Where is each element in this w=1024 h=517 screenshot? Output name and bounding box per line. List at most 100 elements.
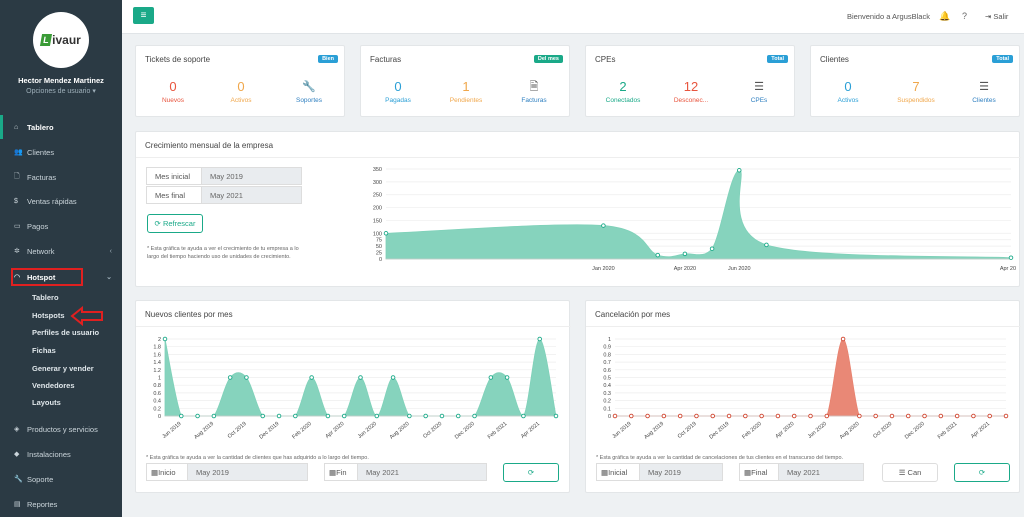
nav-productos[interactable]: ◈ Productos y servicios	[14, 424, 98, 434]
data-point[interactable]	[472, 413, 477, 419]
nav-hotspot[interactable]: ◠ Hotspot ⌄	[14, 272, 112, 282]
data-point[interactable]	[456, 413, 461, 419]
data-point[interactable]	[775, 413, 781, 419]
data-point[interactable]	[629, 413, 634, 419]
start-date-field[interactable]: ▦Inicio May 2019	[146, 463, 308, 481]
data-point[interactable]	[423, 413, 428, 419]
data-point[interactable]	[309, 375, 314, 380]
data-point[interactable]	[971, 413, 976, 419]
data-point[interactable]	[682, 251, 688, 257]
nav-pagos[interactable]: ▭ Pagos	[14, 221, 49, 231]
data-point[interactable]	[383, 231, 389, 236]
file-icon: 🗎	[529, 81, 539, 93]
data-point[interactable]	[358, 375, 363, 380]
data-point[interactable]	[922, 413, 927, 419]
data-point[interactable]	[537, 336, 542, 342]
data-point[interactable]	[504, 375, 510, 380]
nav-network[interactable]: ✲ Network ‹	[14, 246, 112, 256]
subnav-layouts[interactable]: Layouts	[32, 398, 61, 407]
data-point[interactable]	[677, 413, 683, 419]
data-point[interactable]	[211, 413, 217, 419]
data-point[interactable]	[726, 413, 732, 419]
data-point[interactable]	[1003, 413, 1009, 419]
start-month-field[interactable]: Mes inicial May 2019	[146, 167, 302, 185]
help-icon[interactable]: ?	[962, 11, 968, 21]
data-point[interactable]	[390, 375, 396, 380]
data-point[interactable]	[645, 413, 650, 419]
user-options-menu[interactable]: Opciones de usuario ▾	[26, 88, 96, 95]
data-point[interactable]	[840, 336, 846, 342]
data-point[interactable]	[260, 413, 265, 419]
refresh-icon: ⟳	[527, 468, 535, 477]
data-point[interactable]	[938, 413, 944, 419]
nav-soporte[interactable]: 🔧 Soporte	[14, 474, 54, 484]
data-point[interactable]	[612, 413, 618, 419]
subnav-generar[interactable]: Generar y vender	[32, 364, 94, 373]
data-point[interactable]	[694, 413, 699, 419]
subnav-tablero[interactable]: Tablero	[32, 293, 59, 302]
stat-item[interactable]: 🔧 Soportes	[274, 80, 344, 104]
data-point[interactable]	[341, 413, 347, 419]
bell-icon[interactable]: 🔔	[939, 11, 951, 21]
data-point[interactable]	[709, 246, 715, 251]
data-point[interactable]	[764, 242, 769, 248]
nav-instalaciones[interactable]: ◆ Instalaciones	[14, 449, 71, 459]
stat-item[interactable]: ☰ Clientes	[949, 80, 1019, 104]
menu-toggle-button[interactable]: ≡	[133, 7, 154, 24]
data-point[interactable]	[857, 413, 862, 419]
data-point[interactable]	[374, 413, 380, 419]
stat-item[interactable]: 🗎 Facturas	[499, 80, 569, 104]
data-point[interactable]	[439, 413, 445, 419]
y-tick-label: 0.4	[153, 399, 161, 405]
data-point[interactable]	[244, 375, 249, 380]
data-point[interactable]	[743, 413, 748, 419]
data-point[interactable]	[889, 413, 895, 419]
data-point[interactable]	[987, 413, 992, 419]
end-date-field[interactable]: ▦Final May 2021	[739, 463, 864, 481]
data-point[interactable]	[227, 375, 233, 380]
data-point[interactable]	[954, 413, 960, 419]
data-point[interactable]	[824, 413, 830, 419]
data-point[interactable]	[195, 413, 200, 419]
data-point[interactable]	[655, 252, 660, 258]
can-button[interactable]: ☰ Can	[882, 463, 938, 482]
data-point[interactable]	[276, 413, 282, 419]
data-point[interactable]	[162, 336, 168, 342]
data-point[interactable]	[601, 223, 606, 228]
data-point[interactable]	[521, 413, 526, 419]
nav-ventas-rapidas[interactable]: $ Ventas rápidas	[14, 196, 77, 206]
data-point[interactable]	[553, 413, 559, 419]
start-date-field[interactable]: ▦Inicial May 2019	[596, 463, 723, 481]
data-point[interactable]	[325, 413, 331, 419]
nav-facturas[interactable]: 🗋 Facturas	[14, 172, 57, 182]
data-point[interactable]	[791, 413, 797, 419]
end-month-field[interactable]: Mes final May 2021	[146, 186, 302, 204]
logout-button[interactable]: ⇥ Salir	[985, 12, 1009, 21]
data-point[interactable]	[906, 413, 911, 419]
nav-clientes[interactable]: 👥 Clientes	[14, 147, 55, 157]
subnav-perfiles[interactable]: Perfiles de usuario	[32, 328, 100, 337]
refresh-button[interactable]: ⟳	[954, 463, 1010, 482]
stat-item[interactable]: ☰ CPEs	[724, 80, 794, 104]
subnav-hotspots[interactable]: Hotspots	[32, 311, 65, 320]
data-point[interactable]	[293, 413, 298, 419]
data-point[interactable]	[1008, 255, 1014, 260]
data-point[interactable]	[759, 413, 764, 419]
home-icon: ⌂	[14, 123, 19, 131]
data-point[interactable]	[179, 413, 184, 419]
nav-tablero[interactable]: ⌂ Tablero	[0, 115, 122, 139]
data-point[interactable]	[661, 413, 667, 419]
data-point[interactable]	[737, 168, 742, 173]
refresh-button[interactable]: ⟳	[503, 463, 559, 482]
stat-card: CPEs Total 2 Conectados 12 Desconec... ☰ CPEs	[585, 45, 795, 117]
subnav-fichas[interactable]: Fichas	[32, 346, 56, 355]
data-point[interactable]	[488, 375, 494, 380]
subnav-vendedores[interactable]: Vendedores	[32, 381, 75, 390]
refresh-button[interactable]: ⟳ Refrescar	[147, 214, 203, 233]
data-point[interactable]	[873, 413, 878, 419]
nav-reportes[interactable]: ▤ Reportes	[14, 499, 58, 509]
end-date-field[interactable]: ▦Fin May 2021	[324, 463, 487, 481]
data-point[interactable]	[808, 413, 813, 419]
data-point[interactable]	[710, 413, 715, 419]
data-point[interactable]	[407, 413, 412, 419]
